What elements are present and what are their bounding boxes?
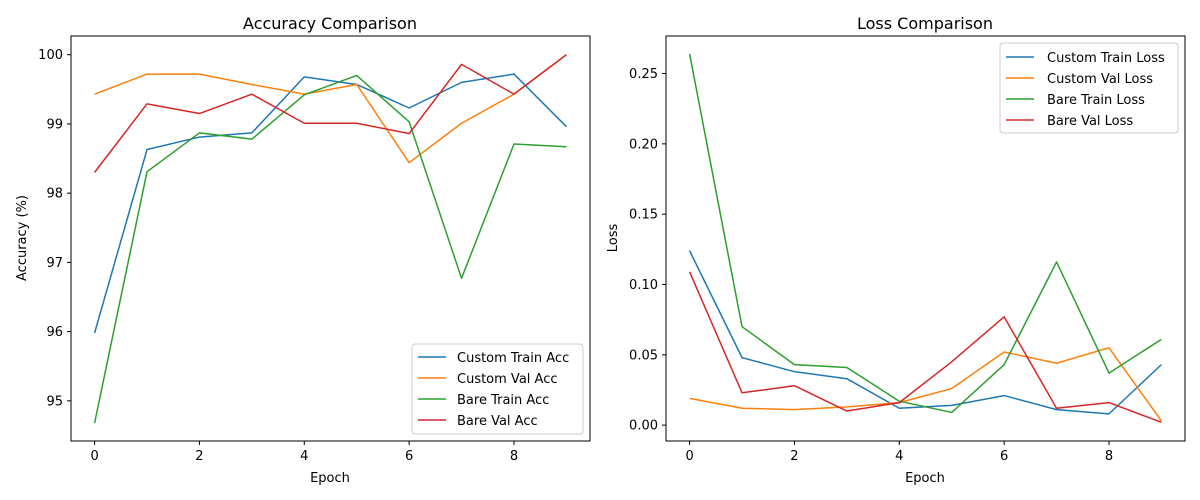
accuracy-legend-label-1: Custom Val Acc <box>457 372 558 387</box>
accuracy-x-tick-label: 0 <box>90 449 98 464</box>
accuracy-x-ticks: 0 2 4 6 8 <box>90 441 518 464</box>
accuracy-x-tick-label: 2 <box>195 449 203 464</box>
accuracy-y-tick-label: 95 <box>46 394 63 409</box>
accuracy-chart-title: Accuracy Comparison <box>243 14 417 33</box>
accuracy-series-line-0 <box>93 73 567 334</box>
loss-y-ticks: 0.00 0.05 0.10 0.15 0.20 0.25 <box>629 67 666 434</box>
accuracy-legend-box <box>411 343 584 435</box>
loss-chart-title: Loss Comparison <box>857 14 993 33</box>
accuracy-y-tick-label: 99 <box>46 117 63 132</box>
accuracy-x-tick-label: 6 <box>405 449 413 464</box>
accuracy-series-line-3 <box>93 54 567 173</box>
loss-series-line-1 <box>689 347 1163 422</box>
loss-plot-frame <box>665 35 1186 442</box>
loss-y-tick-label: 0.00 <box>629 419 658 434</box>
loss-legend-label-1: Custom Val Loss <box>1047 72 1153 87</box>
loss-x-tick-label: 2 <box>790 449 798 464</box>
loss-legend-label-3: Bare Val Loss <box>1047 114 1133 129</box>
loss-y-tick-label: 0.05 <box>629 348 658 363</box>
loss-y-tick-label: 0.25 <box>629 67 658 82</box>
accuracy-series-line-2 <box>93 74 567 424</box>
accuracy-y-ticks: 95 96 97 98 99 100 <box>38 48 71 409</box>
accuracy-y-axis-label: Accuracy (%) <box>15 195 30 281</box>
loss-x-ticks: 0 2 4 6 8 <box>685 441 1113 464</box>
accuracy-y-tick-label: 97 <box>46 256 63 271</box>
accuracy-y-tick-label: 100 <box>38 48 63 63</box>
loss-legend-box <box>999 42 1179 134</box>
loss-y-tick-label: 0.10 <box>629 278 658 293</box>
loss-y-tick-label: 0.20 <box>629 137 658 152</box>
loss-x-tick-label: 8 <box>1105 449 1113 464</box>
accuracy-x-tick-label: 4 <box>300 449 308 464</box>
loss-x-tick-label: 0 <box>685 449 693 464</box>
accuracy-legend-label-3: Bare Val Acc <box>457 414 538 429</box>
loss-x-axis-label: Epoch <box>905 471 945 486</box>
loss-legend: Custom Train Loss Custom Val Loss Bare T… <box>999 42 1179 134</box>
accuracy-series <box>93 54 567 424</box>
accuracy-y-tick-label: 98 <box>46 187 63 202</box>
loss-legend-label-0: Custom Train Loss <box>1047 51 1165 66</box>
loss-series-line-0 <box>688 250 1162 415</box>
accuracy-x-axis-label: Epoch <box>310 471 350 486</box>
accuracy-plot-frame <box>70 35 591 442</box>
accuracy-legend: Custom Train Acc Custom Val Acc Bare Tra… <box>411 343 584 435</box>
accuracy-legend-label-2: Bare Train Acc <box>457 393 549 408</box>
loss-x-tick-label: 4 <box>895 449 903 464</box>
loss-series-line-2 <box>688 53 1162 414</box>
loss-x-tick-label: 6 <box>1000 449 1008 464</box>
accuracy-x-tick-label: 8 <box>510 449 518 464</box>
loss-legend-label-2: Bare Train Loss <box>1047 93 1145 108</box>
accuracy-legend-label-0: Custom Train Acc <box>457 351 569 366</box>
loss-series-line-3 <box>688 271 1162 424</box>
accuracy-series-line-1 <box>94 54 567 164</box>
loss-y-axis-label: Loss <box>606 224 621 253</box>
loss-y-tick-label: 0.15 <box>629 208 658 223</box>
accuracy-y-tick-label: 96 <box>46 325 63 340</box>
loss-series <box>688 53 1163 424</box>
